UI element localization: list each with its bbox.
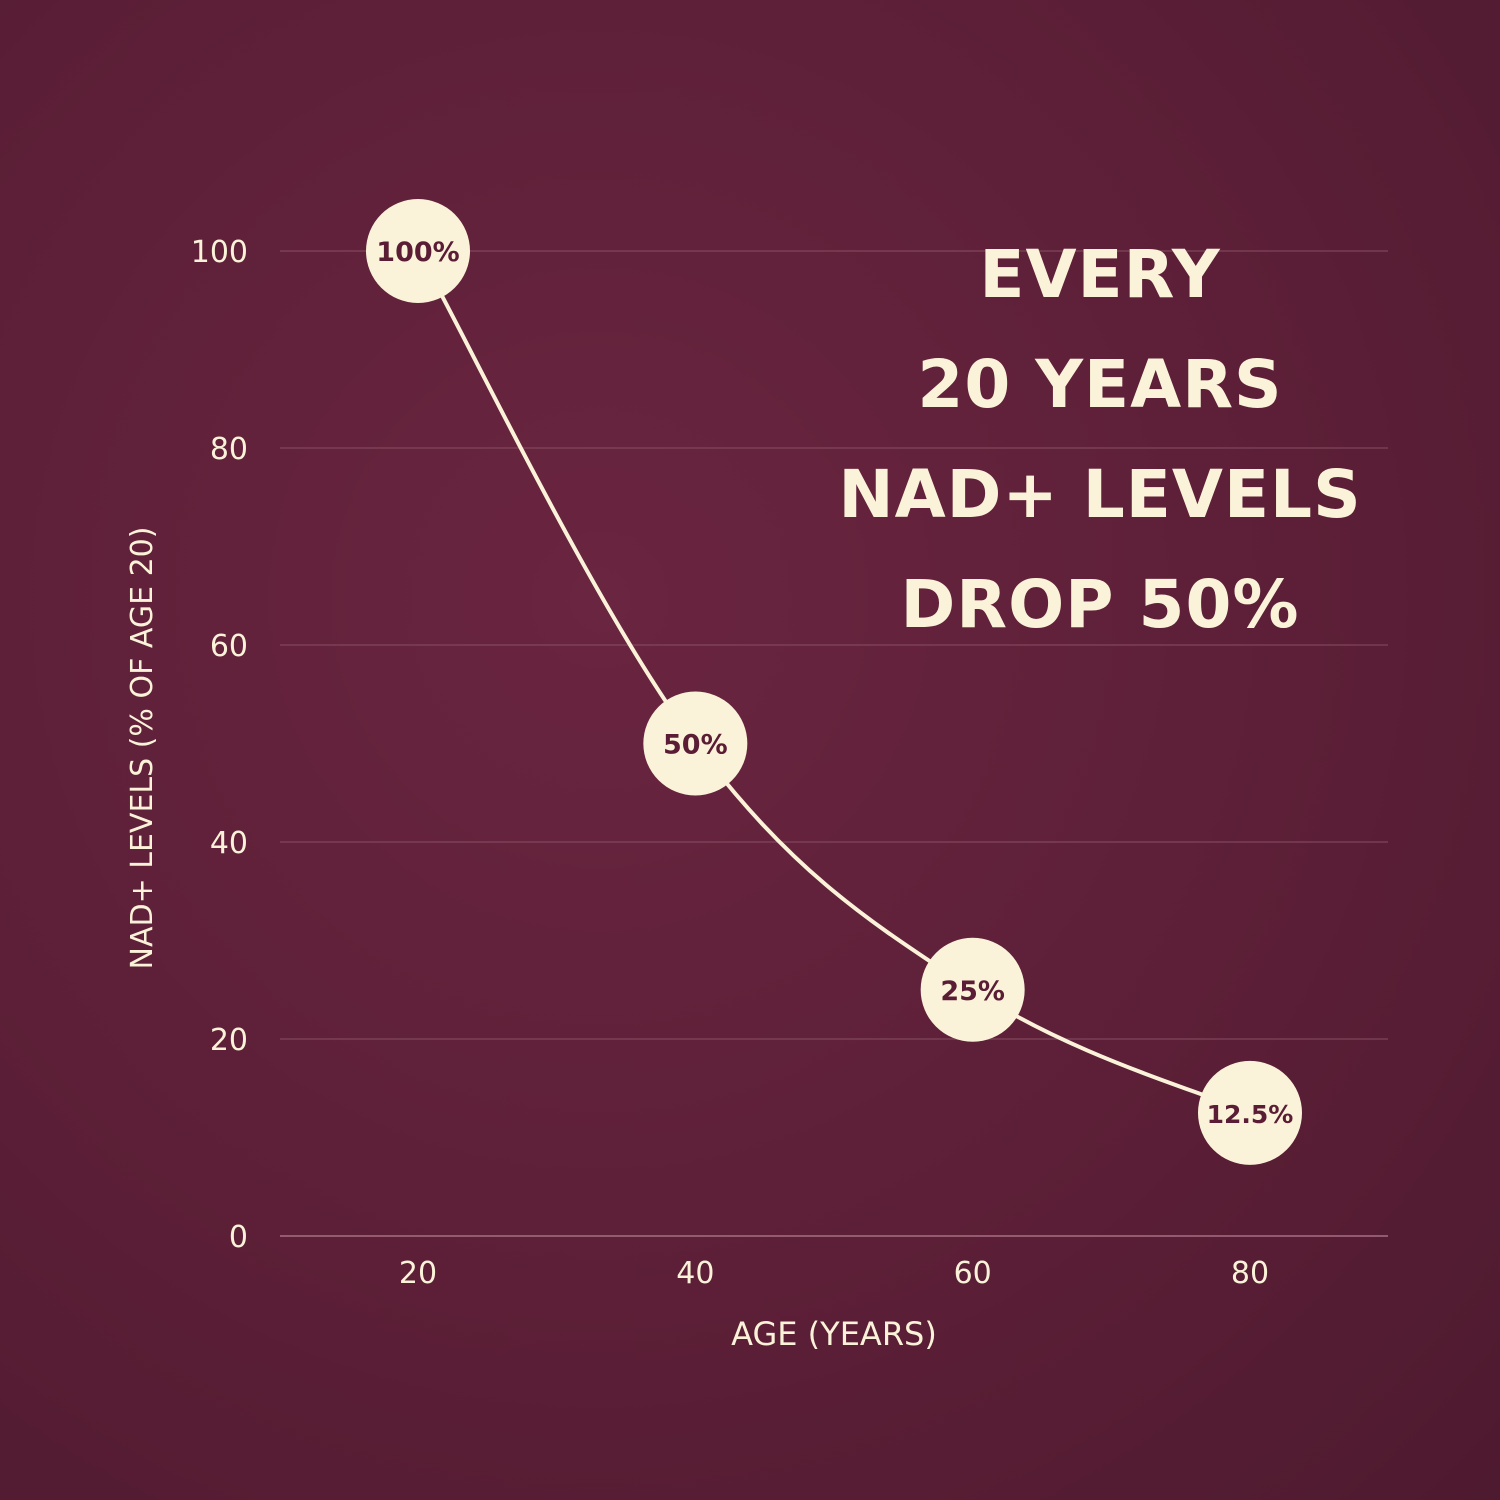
y-tick-label: 0: [229, 1220, 248, 1255]
headline-line-4: DROP 50%: [900, 566, 1300, 643]
x-tick-label: 60: [954, 1256, 992, 1291]
data-point-label: 50%: [663, 730, 728, 761]
data-point-label: 100%: [376, 237, 459, 268]
headline: EVERY 20 YEARS NAD+ LEVELS DROP 50%: [820, 220, 1380, 660]
x-tick-label: 80: [1231, 1256, 1269, 1291]
data-point-marker: [643, 691, 748, 796]
data-point-label: 25%: [940, 976, 1005, 1007]
data-point-label: 12.5%: [1207, 1100, 1294, 1129]
x-tick-labels: 20 40 60 80: [399, 1256, 1269, 1291]
y-tick-label: 80: [210, 432, 248, 467]
nad-decline-line: [416, 249, 1252, 1115]
headline-line-1: EVERY: [979, 236, 1221, 313]
y-tick-label: 60: [210, 629, 248, 664]
data-point-marker: [1198, 1060, 1302, 1165]
data-point-marker: [366, 199, 470, 303]
x-tick-label: 40: [676, 1256, 714, 1291]
x-axis-title: AGE (YEARS): [731, 1315, 937, 1353]
x-tick-label: 20: [399, 1256, 437, 1291]
marker-layer: 100% 50% 25% 12.5%: [366, 199, 1302, 1165]
headline-line-3: NAD+ LEVELS: [838, 456, 1362, 533]
y-tick-label: 20: [210, 1023, 248, 1058]
headline-line-2: 20 YEARS: [917, 346, 1283, 423]
data-point-marker: [920, 937, 1025, 1042]
y-tick-label: 40: [210, 826, 248, 861]
y-axis-title: NAD+ LEVELS (% OF AGE 20): [125, 527, 160, 970]
y-tick-label: 100: [191, 235, 248, 270]
line-layer: [416, 249, 1252, 1115]
y-tick-labels: 0 20 40 60 80 100: [191, 235, 248, 1255]
